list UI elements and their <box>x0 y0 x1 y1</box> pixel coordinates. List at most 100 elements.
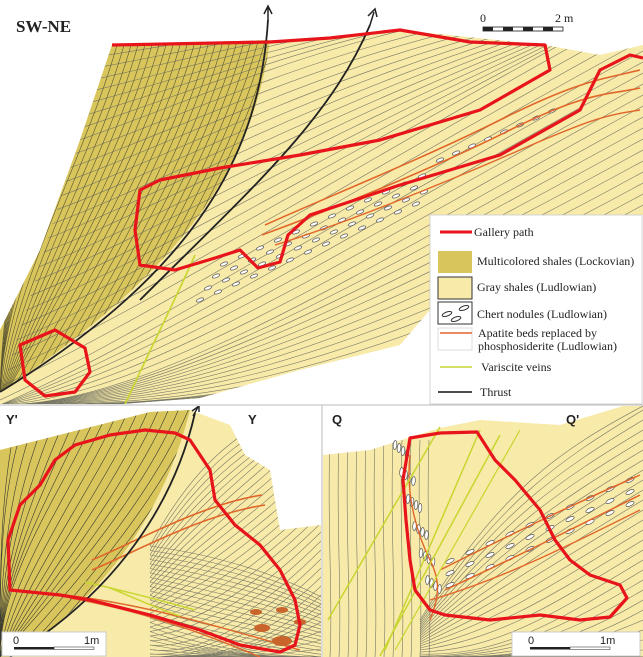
section-label-q: Q <box>332 412 342 427</box>
chert-nodule <box>203 285 213 291</box>
chert-nodule <box>231 281 241 287</box>
chert-nodule <box>329 229 339 235</box>
bedding-line <box>17 40 199 392</box>
bedding-line <box>0 40 122 392</box>
chert-nodule <box>418 548 424 558</box>
thrust-arrow-icon <box>367 7 378 26</box>
legend-label: Gallery path <box>474 225 534 239</box>
bedding-line <box>10 40 192 392</box>
bedding-line <box>149 586 321 630</box>
bedding-line <box>419 459 643 633</box>
chert-nodule <box>505 555 515 561</box>
chert-nodule <box>357 225 367 231</box>
bedding-line <box>3 40 185 392</box>
bedding-line <box>382 439 386 657</box>
chert-nodule <box>255 245 265 251</box>
variscite-vein <box>124 254 196 404</box>
bedding-line <box>419 499 643 641</box>
chert-nodule <box>293 245 303 251</box>
chert-nodule <box>355 209 365 215</box>
bedding-line <box>149 590 321 634</box>
chert-nodule <box>267 265 277 271</box>
apatite-bed <box>91 494 263 561</box>
bedding-line <box>0 30 643 322</box>
chert-nodule <box>420 527 425 537</box>
bedding-line <box>419 539 643 649</box>
bedding-line <box>0 410 141 657</box>
bedding-line <box>0 410 181 657</box>
gallery-path <box>6 428 302 654</box>
bedding-line <box>149 410 321 547</box>
chert-nodule <box>321 241 331 247</box>
legend-label: Chert nodules (Ludlowian) <box>477 307 607 321</box>
chert-nodule <box>424 530 429 540</box>
chert-nodule <box>391 193 401 199</box>
bedding-line <box>0 94 643 404</box>
bedding-line <box>0 30 643 361</box>
legend-swatch-multicolored <box>438 251 472 273</box>
chert-nodule <box>345 205 355 211</box>
scale-bar-bottom-right: 0 1m <box>511 631 641 657</box>
bedding-line <box>0 410 101 657</box>
chert-nodule <box>525 534 535 540</box>
section-label-y: Y <box>248 412 257 427</box>
chert-nodule <box>451 150 461 156</box>
apatite-bed <box>91 504 266 571</box>
bedding-line <box>0 40 143 392</box>
chert-nodule <box>363 197 373 203</box>
chert-nodule <box>445 558 455 564</box>
thrust-arrow-icon <box>191 406 200 417</box>
legend-swatch-chert-icon <box>437 301 473 325</box>
bedding-line <box>149 540 321 641</box>
bedding-line <box>9 410 190 657</box>
bedding-line <box>0 149 643 404</box>
chert-nodule <box>413 500 419 510</box>
chert-nodule <box>239 269 249 275</box>
chert-nodule <box>585 507 595 513</box>
chert-nodule <box>285 257 295 263</box>
variscite-vein <box>384 429 481 651</box>
bedding-line <box>149 531 321 637</box>
bedding-line <box>0 30 643 295</box>
apatite-bed <box>264 69 641 226</box>
bedding-line <box>419 409 643 623</box>
apatite-bed <box>439 474 641 571</box>
bedding-line <box>0 30 643 216</box>
chert-nodule <box>311 237 321 243</box>
scale-start: 0 <box>13 635 19 647</box>
legend-label: phosphosiderite (Ludlowian) <box>478 339 617 353</box>
bedding-line <box>0 0 643 17</box>
legend-label: Apatite beds replaced by <box>478 326 597 340</box>
bedding-line <box>0 30 643 229</box>
variscite-vein <box>327 426 441 621</box>
bedding-line <box>149 599 321 641</box>
bedding-line <box>149 576 321 657</box>
chert-nodule <box>605 498 615 504</box>
bedding-line <box>355 439 359 657</box>
chert-nodule <box>339 233 349 239</box>
gallery-path <box>18 328 92 398</box>
chert-nodule <box>309 221 319 227</box>
chert-nodule <box>393 209 403 215</box>
bedding-line <box>419 559 643 653</box>
chert-nodule <box>417 503 423 513</box>
multicolored-shales-area <box>0 40 270 392</box>
variscite-vein <box>84 581 196 611</box>
bedding-line <box>0 0 643 4</box>
bedding-line <box>0 30 643 308</box>
bedding-line <box>149 558 321 651</box>
gallery-path <box>401 430 629 622</box>
variscite-vein <box>109 587 181 617</box>
scale-end: 1m <box>600 635 615 647</box>
bedding-line <box>0 61 643 404</box>
scale-bar-bottom-left: 0 1m <box>1 631 107 657</box>
thrust-line <box>9 412 196 657</box>
chert-nodule <box>409 185 419 191</box>
chert-nodule <box>396 443 402 453</box>
chert-nodule <box>219 261 229 267</box>
bedding-line <box>419 439 643 629</box>
scale-bar-top: 0 2 m <box>480 11 574 32</box>
bedding-line <box>0 40 178 392</box>
